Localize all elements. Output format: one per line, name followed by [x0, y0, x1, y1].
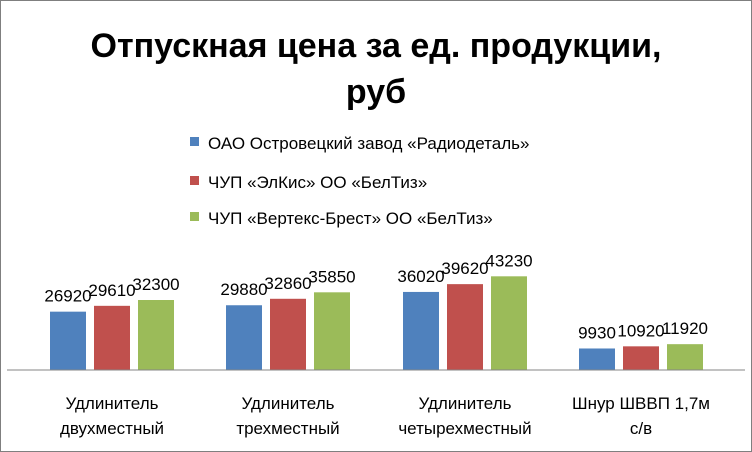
- legend-label-series-2: ЧУП «ЭлКис» ОО «БелТиз»: [208, 173, 427, 192]
- data-label-series-3-cat-1: 32300: [132, 275, 179, 294]
- bar-series-2-cat-3: [447, 284, 483, 370]
- legend-swatch-series-2: [190, 176, 199, 185]
- legend-swatch-series-3: [190, 212, 199, 221]
- data-label-series-2-cat-1: 29610: [88, 281, 135, 300]
- data-label-series-1-cat-2: 29880: [220, 280, 267, 299]
- category-label-4-line-2: с/в: [630, 419, 652, 438]
- bar-series-1-cat-2: [226, 305, 262, 370]
- bar-series-3-cat-2: [314, 292, 350, 370]
- legend-label-series-1: ОАО Островецкий завод «Радиодеталь»: [208, 134, 529, 153]
- bar-series-1-cat-1: [50, 311, 86, 370]
- chart-title-line-2: руб: [346, 73, 406, 111]
- category-label-2-line-1: Удлинитель: [242, 394, 335, 413]
- bar-series-1-cat-4: [579, 348, 615, 370]
- category-label-1-line-1: Удлинитель: [66, 394, 159, 413]
- data-label-series-3-cat-4: 11920: [662, 319, 708, 338]
- category-label-4-line-1: Шнур ШВВП 1,7м: [572, 394, 710, 413]
- data-label-series-1-cat-4: 9930: [578, 323, 616, 342]
- bar-series-2-cat-1: [94, 305, 130, 370]
- bar-series-2-cat-2: [270, 298, 306, 370]
- bar-series-3-cat-4: [667, 344, 703, 370]
- data-label-series-3-cat-2: 35850: [308, 267, 355, 286]
- data-label-series-3-cat-3: 43230: [485, 251, 532, 270]
- chart-title-line-1: Отпускная цена за ед. продукции,: [91, 27, 662, 65]
- bar-series-2-cat-4: [623, 346, 659, 370]
- category-label-1-line-2: двухместный: [60, 419, 164, 438]
- data-label-series-2-cat-4: 10920: [617, 321, 664, 340]
- category-label-3-line-2: четырехместный: [398, 419, 531, 438]
- data-label-series-2-cat-2: 32860: [264, 274, 311, 293]
- legend-label-series-3: ЧУП «Вертекс-Брест» ОО «БелТиз»: [208, 209, 493, 228]
- category-label-2-line-2: трехместный: [236, 419, 339, 438]
- legend-swatch-series-1: [190, 137, 199, 146]
- legend: ОАО Островецкий завод «Радиодеталь» ЧУП …: [190, 134, 529, 228]
- data-label-series-1-cat-1: 26920: [44, 287, 91, 306]
- bar-series-3-cat-1: [138, 300, 174, 370]
- bar-series-1-cat-3: [403, 291, 439, 370]
- data-label-series-2-cat-3: 39620: [441, 259, 488, 278]
- bar-series-3-cat-3: [491, 276, 527, 370]
- category-label-3-line-1: Удлинитель: [419, 394, 512, 413]
- data-label-series-1-cat-3: 36020: [397, 267, 444, 286]
